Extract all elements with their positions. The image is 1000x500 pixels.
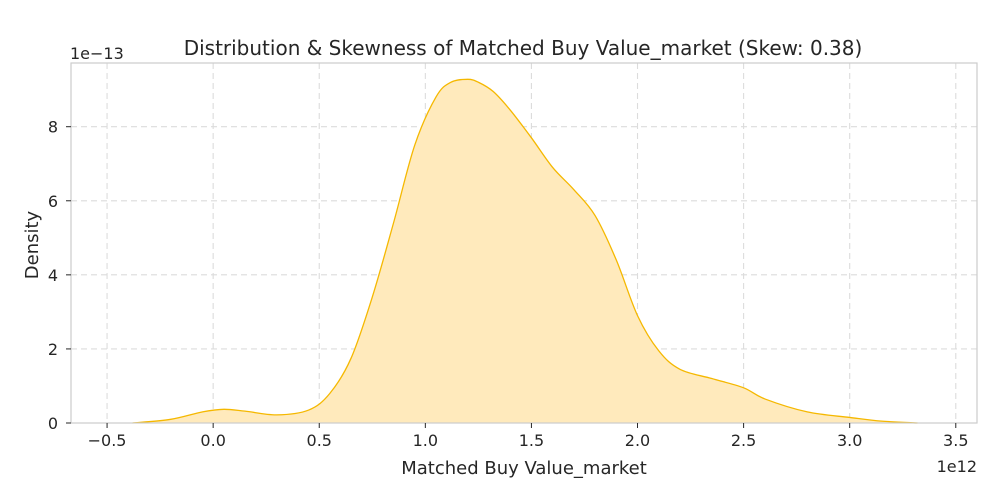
- x-tick-label: 2.0: [625, 431, 650, 450]
- y-axis-label: Density: [22, 210, 43, 279]
- density-curve-line: [132, 78, 918, 424]
- x-tick-label: 1.5: [519, 431, 544, 450]
- y-offset-label: 1e−13: [70, 44, 124, 63]
- x-axis-ticks: −0.5 0.0 0.5 1.0 1.5 2.0 2.5 3.0 3.5: [88, 423, 969, 450]
- y-tick-label: 6: [48, 192, 58, 211]
- plot-frame: [70, 62, 978, 424]
- x-tick-label: 3.0: [837, 431, 862, 450]
- chart-title: Distribution & Skewness of Matched Buy V…: [184, 36, 863, 60]
- x-tick-label: −0.5: [88, 431, 127, 450]
- y-tick-label: 8: [48, 118, 58, 137]
- y-tick-label: 2: [48, 340, 58, 359]
- x-axis-label: Matched Buy Value_market: [401, 458, 647, 479]
- density-area-layer: [132, 78, 918, 424]
- y-tick-label: 4: [48, 266, 58, 285]
- x-tick-label: 3.5: [943, 431, 968, 450]
- density-area-fill: [132, 79, 918, 424]
- x-tick-label: 1.0: [413, 431, 438, 450]
- y-tick-label: 0: [48, 414, 58, 433]
- x-offset-label: 1e12: [937, 457, 977, 476]
- y-axis-ticks: 0 2 4 6 8: [48, 118, 71, 433]
- x-tick-label: 0.0: [200, 431, 225, 450]
- x-tick-label: 0.5: [307, 431, 332, 450]
- x-tick-label: 2.5: [731, 431, 756, 450]
